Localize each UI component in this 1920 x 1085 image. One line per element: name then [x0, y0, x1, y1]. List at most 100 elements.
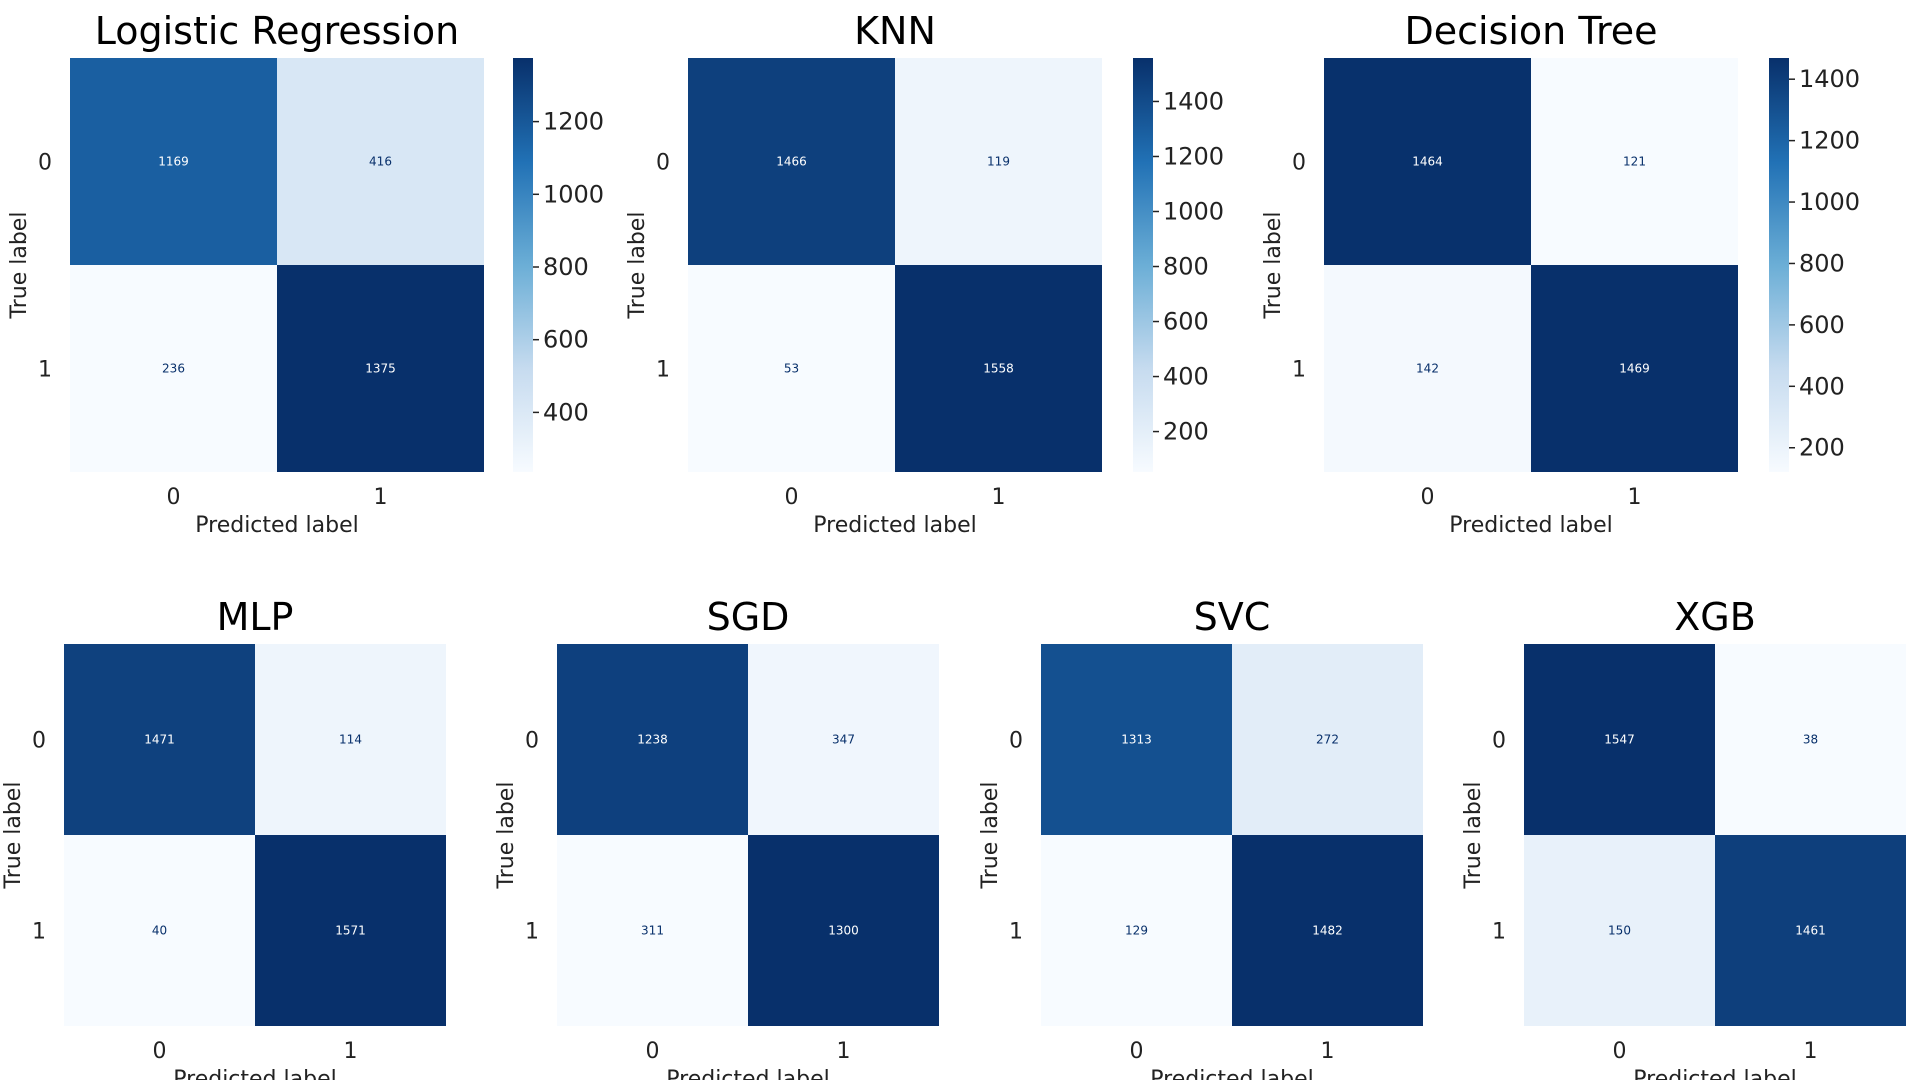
cell-value-label: 1300: [828, 924, 859, 938]
colorbar-tick-label: 600: [1163, 308, 1209, 336]
cell-value-label: 416: [369, 155, 392, 169]
cell-value-label: 119: [987, 155, 1010, 169]
matrix-cell: [895, 58, 1102, 265]
colorbar-tick-label: 1400: [1799, 65, 1860, 93]
x-axis-label: Predicted label: [1150, 1067, 1313, 1080]
matrix-cell: [895, 265, 1102, 472]
panel-mlp: MLP 1471 114 40 1571 0 1 0 1 Predicted label True …: [1, 595, 446, 1085]
colorbar-tick-label: 1200: [543, 108, 604, 136]
y-axis-label: True label: [978, 782, 1003, 890]
cell-value-label: 1469: [1619, 362, 1650, 376]
y-tick-label: 0: [1492, 729, 1506, 754]
cell-value-label: 1464: [1412, 155, 1443, 169]
y-tick-label: 0: [1292, 151, 1306, 176]
matrix-cell: [1324, 58, 1531, 265]
matrix-cell: [1041, 835, 1232, 1026]
y-axis-label: True label: [494, 782, 519, 890]
cell-value-label: 1571: [335, 924, 366, 938]
matrix-cell: [255, 835, 446, 1026]
panel-title: Logistic Regression: [95, 9, 460, 53]
matrix-cell: [277, 58, 484, 265]
cell-value-label: 40: [152, 924, 167, 938]
panel-xgb: XGB 1547 38 150 1461 0 1 0 1 Predicted label True …: [1461, 595, 1906, 1085]
matrix-cell: [1531, 265, 1738, 472]
cell-value-label: 1558: [983, 362, 1014, 376]
cell-value-label: 150: [1608, 924, 1631, 938]
matrix-cell: [557, 835, 748, 1026]
matrix-cell: [1524, 644, 1715, 835]
colorbar-tick-label: 800: [543, 253, 589, 281]
matrix-cell: [557, 644, 748, 835]
cell-value-label: 121: [1623, 155, 1646, 169]
cell-value-label: 1238: [637, 733, 668, 747]
matrix-cell: [1324, 265, 1531, 472]
y-tick-label: 1: [656, 358, 670, 383]
cell-value-label: 1169: [158, 155, 189, 169]
panel-title: SGD: [707, 595, 790, 639]
x-tick-label: 1: [837, 1039, 851, 1064]
colorbar-tick-label: 600: [543, 326, 589, 354]
panel-title: SVC: [1194, 595, 1271, 639]
panel-title: KNN: [854, 9, 936, 53]
colorbar-tick-label: 200: [1163, 418, 1209, 446]
cell-value-label: 1466: [776, 155, 807, 169]
colorbar-tick-label: 200: [1799, 434, 1845, 462]
x-tick-label: 0: [646, 1039, 660, 1064]
colorbar: [1133, 58, 1153, 472]
panel-sgd: SGD 1238 347 311 1300 0 1 0 1 Predicted label True…: [494, 595, 939, 1085]
colorbar-tick-label: 1200: [1163, 142, 1224, 170]
cell-value-label: 1547: [1604, 733, 1635, 747]
colorbar-tick-label: 1200: [1799, 127, 1860, 155]
y-axis-label: True label: [1, 782, 26, 890]
colorbar-tick-label: 1400: [1163, 87, 1224, 115]
x-tick-label: 0: [1613, 1039, 1627, 1064]
panel-title: XGB: [1674, 595, 1756, 639]
matrix-cell: [688, 58, 895, 265]
matrix-cell: [1232, 644, 1423, 835]
colorbar-tick-label: 800: [1163, 253, 1209, 281]
y-tick-label: 0: [525, 729, 539, 754]
cell-value-label: 311: [641, 924, 664, 938]
colorbar-tick-label: 1000: [1163, 197, 1224, 225]
y-tick-label: 1: [1292, 358, 1306, 383]
y-tick-label: 0: [656, 151, 670, 176]
x-tick-label: 0: [1130, 1039, 1144, 1064]
panel-knn: KNN 1466 119 53 1558 0 1 0 1 Predicted label True …: [625, 9, 1224, 538]
cell-value-label: 114: [339, 733, 362, 747]
cell-value-label: 38: [1803, 733, 1818, 747]
x-axis-label: Predicted label: [173, 1067, 336, 1080]
x-axis-label: Predicted label: [666, 1067, 829, 1080]
matrix-cell: [748, 644, 939, 835]
panel-decision-tree: Decision Tree 1464 121 142 1469 0 1 0 1 Predicted…: [1261, 9, 1860, 538]
colorbar: [513, 58, 533, 472]
x-axis-label: Predicted label: [195, 513, 358, 538]
cell-value-label: 1482: [1312, 924, 1343, 938]
matrix-cell: [1715, 835, 1906, 1026]
cell-value-label: 53: [784, 362, 799, 376]
matrix-cell: [1232, 835, 1423, 1026]
colorbar-tick-label: 400: [1799, 372, 1845, 400]
x-tick-label: 0: [167, 485, 181, 510]
matrix-cell: [277, 265, 484, 472]
y-tick-label: 1: [38, 358, 52, 383]
y-axis-label: True label: [625, 212, 650, 320]
colorbar-tick-label: 1000: [543, 180, 604, 208]
colorbar-tick-label: 1000: [1799, 188, 1860, 216]
y-tick-label: 1: [1009, 920, 1023, 945]
y-tick-label: 0: [32, 729, 46, 754]
x-axis-label: Predicted label: [813, 513, 976, 538]
colorbar-tick-label: 400: [1163, 363, 1209, 391]
y-tick-label: 1: [32, 920, 46, 945]
matrix-cell: [255, 644, 446, 835]
x-tick-label: 1: [1804, 1039, 1818, 1064]
panel-title: Decision Tree: [1404, 9, 1657, 53]
cell-value-label: 1461: [1795, 924, 1826, 938]
x-axis-label: Predicted label: [1633, 1067, 1796, 1080]
x-tick-label: 0: [153, 1039, 167, 1064]
matrix-cell: [70, 58, 277, 265]
y-axis-label: True label: [1461, 782, 1486, 890]
matrix-cell: [1524, 835, 1715, 1026]
matrix-cell: [70, 265, 277, 472]
x-tick-label: 1: [1628, 485, 1642, 510]
x-tick-label: 0: [785, 485, 799, 510]
